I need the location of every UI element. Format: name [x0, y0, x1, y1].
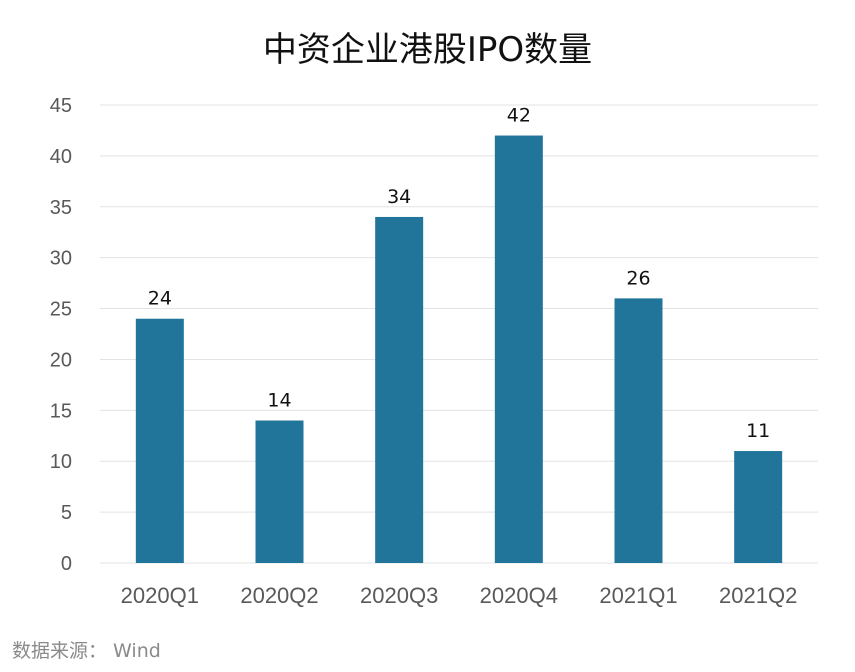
bar: [375, 216, 424, 563]
x-tick-label: 2020Q3: [360, 583, 438, 608]
bar: [734, 451, 783, 563]
x-tick-label: 2021Q2: [719, 583, 797, 608]
data-label: 11: [746, 420, 770, 442]
bar: [614, 298, 663, 563]
y-tick-label: 30: [50, 248, 72, 270]
data-label: 42: [507, 105, 531, 127]
y-tick-label: 45: [50, 95, 72, 117]
source-note: 数据来源： Wind: [12, 640, 161, 662]
y-tick-label: 40: [50, 146, 72, 168]
x-axis-ticks: 2020Q1 2020Q2 2020Q3 2020Q4 2021Q1 2021Q2: [121, 583, 798, 608]
data-label: 26: [626, 267, 650, 289]
gridlines: [100, 104, 818, 564]
data-label: 14: [267, 390, 291, 412]
y-tick-label: 5: [61, 502, 72, 524]
bar: [255, 420, 304, 563]
data-label: 24: [148, 288, 172, 310]
y-tick-label: 15: [50, 400, 72, 422]
bar: [135, 318, 184, 563]
bar: [494, 135, 543, 564]
y-tick-label: 20: [50, 349, 72, 371]
y-axis-ticks: 0 5 10 15 20 25 30 35 40 45: [50, 95, 72, 575]
data-label: 34: [387, 186, 411, 208]
data-labels: 24 14 34 42 26 11: [148, 105, 771, 443]
y-tick-label: 10: [50, 451, 72, 473]
x-tick-label: 2020Q2: [240, 583, 318, 608]
y-tick-label: 35: [50, 197, 72, 219]
y-tick-label: 0: [61, 553, 72, 575]
chart-title: 中资企业港股IPO数量: [262, 30, 593, 70]
bars: [135, 135, 783, 564]
x-tick-label: 2020Q1: [121, 583, 199, 608]
x-tick-label: 2020Q4: [480, 583, 558, 608]
y-tick-label: 25: [50, 299, 72, 321]
x-tick-label: 2021Q1: [599, 583, 677, 608]
